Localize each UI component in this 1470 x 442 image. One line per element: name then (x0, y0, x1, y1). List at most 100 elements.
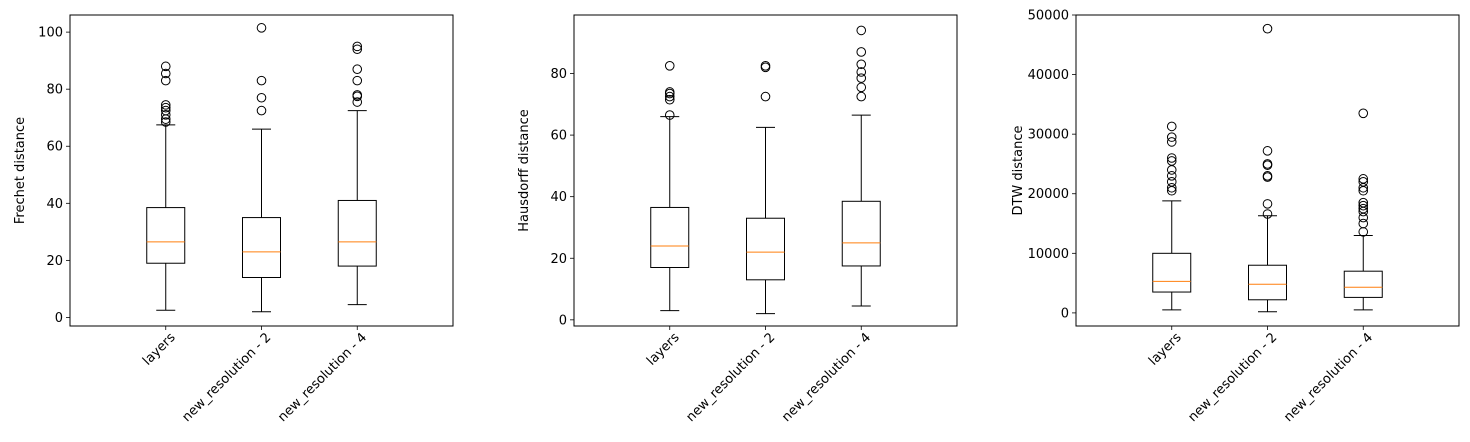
box-2 (242, 23, 281, 313)
outlier-point (1262, 199, 1273, 209)
y-tick-label: 50000 (1028, 9, 1069, 24)
y-tick-label: 20000 (1028, 187, 1069, 202)
y-axis-label: DTW distance (1011, 125, 1026, 215)
iqr-box (841, 200, 881, 267)
x-tick-label: new_resolution - 4 (1281, 330, 1376, 425)
y-tick-label: 30000 (1028, 128, 1069, 143)
box-2 (1248, 23, 1287, 313)
outlier-point (760, 91, 771, 102)
y-tick-label: 100 (38, 26, 63, 41)
outlier-point (1358, 203, 1369, 214)
y-tick-label: 20 (46, 254, 63, 269)
y-tick-label: 80 (46, 83, 63, 98)
y-tick-label: 0 (55, 311, 63, 326)
outlier-point (160, 110, 171, 120)
outlier-point (1262, 23, 1273, 34)
outlier-point (664, 87, 675, 97)
iqr-box (242, 217, 281, 278)
outlier-point (160, 117, 171, 127)
box-1 (1152, 121, 1192, 311)
plot-frame (573, 14, 958, 327)
outlier-point (856, 25, 867, 36)
y-tick-label: 0 (1061, 306, 1069, 321)
outlier-point (856, 67, 867, 77)
outlier-point (1358, 177, 1369, 187)
outlier-point (664, 94, 675, 105)
outlier-point (1166, 171, 1177, 181)
iqr-box (1343, 270, 1383, 298)
box-1 (146, 61, 186, 311)
outlier-point (664, 110, 675, 120)
outlier-point (160, 102, 171, 113)
y-tick-label: 60 (550, 129, 567, 144)
outlier-point (1358, 200, 1369, 211)
outlier-point (1358, 197, 1369, 208)
outlier-point (352, 90, 363, 100)
outlier-point (352, 75, 363, 86)
iqr-box (337, 199, 377, 267)
y-tick-label: 10000 (1028, 247, 1069, 262)
box-1 (650, 61, 690, 312)
outlier-point (1262, 209, 1273, 219)
iqr-box (1248, 264, 1287, 301)
y-tick-label: 40000 (1028, 68, 1069, 83)
y-tick-label: 0 (559, 313, 567, 328)
outlier-point (1166, 121, 1177, 132)
box-3 (337, 41, 377, 306)
plot-frame (69, 14, 454, 327)
outlier-point (760, 61, 771, 71)
outlier-point (160, 75, 171, 86)
outlier-point (160, 68, 171, 79)
outlier-point (1166, 182, 1177, 193)
plot-frame (1075, 14, 1460, 327)
outlier-point (1262, 146, 1273, 156)
outlier-point (352, 41, 363, 52)
outlier-point (1166, 153, 1177, 163)
y-tick-label: 60 (46, 140, 63, 155)
outlier-point (856, 82, 867, 93)
outlier-point (256, 23, 267, 33)
iqr-box (146, 207, 186, 264)
outlier-point (1262, 171, 1273, 181)
x-tick-label: new_resolution - 2 (179, 330, 274, 425)
y-tick-label: 40 (550, 190, 567, 205)
outlier-point (352, 97, 363, 107)
x-tick-label: layers (1146, 330, 1185, 369)
box-3 (841, 25, 881, 307)
outlier-point (1166, 165, 1177, 175)
box-2 (746, 61, 785, 315)
outlier-point (352, 64, 363, 75)
outlier-point (256, 105, 267, 116)
outlier-point (160, 105, 171, 116)
outlier-point (1358, 218, 1369, 229)
x-tick-label: layers (140, 330, 179, 369)
outlier-point (1358, 174, 1369, 184)
outlier-point (352, 44, 363, 55)
x-tick-label: new_resolution - 4 (275, 330, 370, 425)
x-tick-label: layers (644, 330, 683, 369)
iqr-box (746, 217, 785, 281)
outlier-point (1166, 156, 1177, 166)
outlier-point (160, 61, 171, 72)
outlier-point (256, 92, 267, 103)
outlier-point (160, 100, 171, 110)
box-3 (1343, 108, 1383, 311)
outlier-point (856, 59, 867, 70)
y-axis-label: Frechet distance (13, 117, 28, 224)
x-tick-label: new_resolution - 2 (1185, 330, 1280, 425)
outlier-point (664, 61, 675, 71)
subplot-3: 0 10000 20000 30000 40000 50000 DTW distance la… (1011, 9, 1460, 425)
outlier-point (856, 91, 867, 102)
x-tick-label: new_resolution - 4 (779, 330, 874, 425)
outlier-point (1166, 132, 1177, 142)
outlier-point (1166, 177, 1177, 187)
y-tick-label: 40 (46, 197, 63, 212)
outlier-point (856, 73, 867, 83)
outlier-point (1166, 137, 1177, 147)
outlier-point (664, 91, 675, 102)
outlier-point (1358, 108, 1369, 119)
outlier-point (1358, 227, 1369, 237)
x-tick-label: new_resolution - 2 (683, 330, 778, 425)
